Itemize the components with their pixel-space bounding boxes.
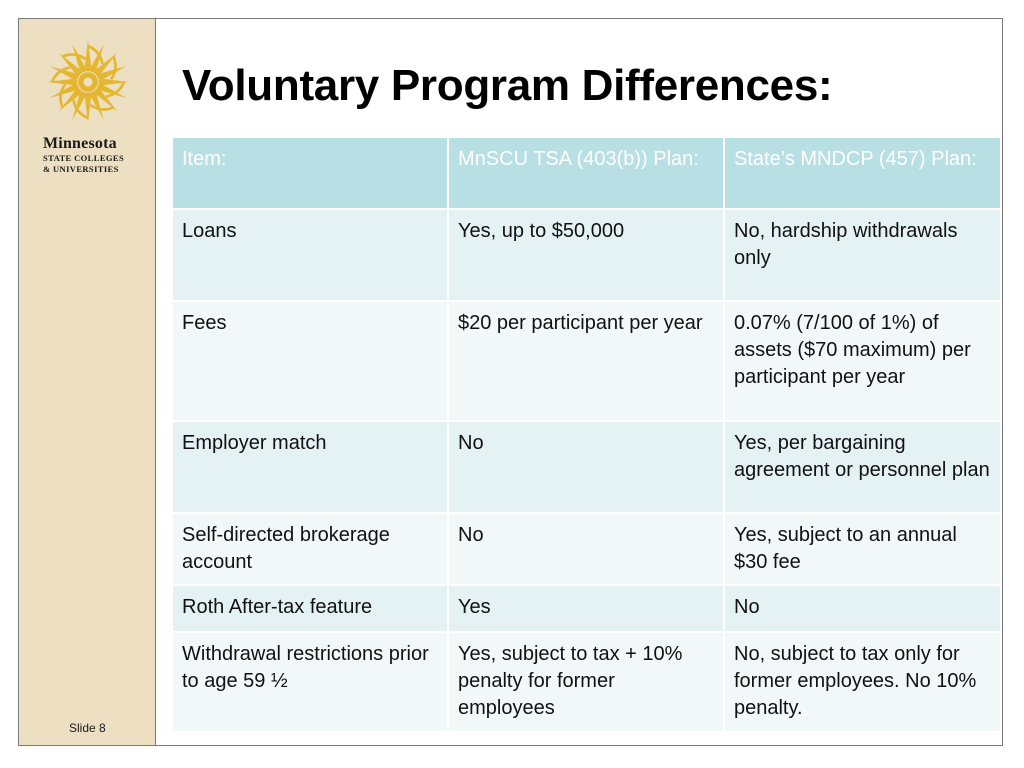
table-header-row: Item: MnSCU TSA (403(b)) Plan: State’s M… — [171, 136, 1002, 210]
header-item: Item: — [171, 136, 449, 210]
table-row: Self-directed brokerage account No Yes, … — [171, 512, 1002, 586]
table-cell: Self-directed brokerage account — [171, 512, 449, 586]
logo-name: Minnesota — [43, 135, 117, 152]
table-cell: Yes, per bargaining agreement or personn… — [723, 420, 1002, 514]
table-cell: 0.07% (7/100 of 1%) of assets ($70 maxim… — [723, 300, 1002, 422]
table-cell: No — [447, 420, 725, 514]
table-cell: Roth After-tax feature — [171, 584, 449, 633]
table-row: Roth After-tax feature Yes No — [171, 584, 1002, 633]
table-cell: Withdrawal restrictions prior to age 59 … — [171, 631, 449, 733]
table-cell: Yes, subject to tax + 10% penalty for fo… — [447, 631, 725, 733]
table-row: Withdrawal restrictions prior to age 59 … — [171, 631, 1002, 733]
table-cell: Yes, up to $50,000 — [447, 208, 725, 302]
slide-number: Slide 8 — [69, 721, 106, 735]
header-state-mndcp: State’s MNDCP (457) Plan: — [723, 136, 1002, 210]
table-cell: No, subject to tax only for former emplo… — [723, 631, 1002, 733]
table-cell: Yes — [447, 584, 725, 633]
logo-line-2: & UNIVERSITIES — [43, 164, 119, 174]
minnesota-star-logo-icon — [46, 40, 130, 124]
table-cell: No — [723, 584, 1002, 633]
logo-wordmark: Minnesota STATE COLLEGES & UNIVERSITIES — [43, 135, 153, 175]
header-mnscu-tsa: MnSCU TSA (403(b)) Plan: — [447, 136, 725, 210]
logo-line-1: STATE COLLEGES — [43, 153, 125, 163]
table-cell: Employer match — [171, 420, 449, 514]
table-cell: Loans — [171, 208, 449, 302]
table-row: Employer match No Yes, per bargaining ag… — [171, 420, 1002, 514]
table-cell: No — [447, 512, 725, 586]
table-row: Loans Yes, up to $50,000 No, hardship wi… — [171, 208, 1002, 302]
comparison-table: Item: MnSCU TSA (403(b)) Plan: State’s M… — [171, 136, 1002, 733]
table-row: Fees $20 per participant per year 0.07% … — [171, 300, 1002, 422]
table-cell: No, hardship withdrawals only — [723, 208, 1002, 302]
table-cell: Fees — [171, 300, 449, 422]
sidebar: Minnesota STATE COLLEGES & UNIVERSITIES … — [19, 19, 156, 745]
table-cell: Yes, subject to an annual $30 fee — [723, 512, 1002, 586]
slide: Minnesota STATE COLLEGES & UNIVERSITIES … — [18, 18, 1003, 746]
table-cell: $20 per participant per year — [447, 300, 725, 422]
slide-title: Voluntary Program Differences: — [182, 61, 833, 110]
